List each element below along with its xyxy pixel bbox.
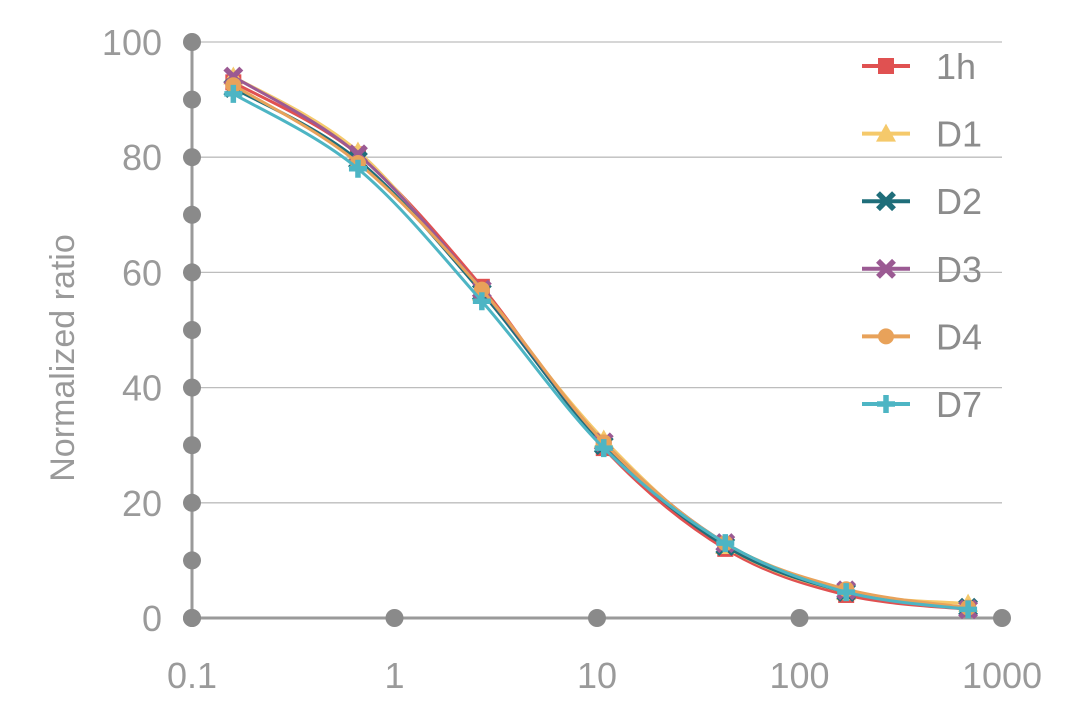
y-axis-title: Normalized ratio	[44, 234, 82, 482]
legend-marker	[876, 258, 896, 279]
data-point	[473, 281, 490, 298]
legend-marker	[878, 328, 894, 345]
x-tick-label: 100	[769, 655, 829, 696]
data-point	[472, 292, 491, 311]
legend-marker	[878, 58, 894, 74]
x-tick-label: 1000	[962, 655, 1042, 696]
y-tick-label: 100	[102, 22, 162, 63]
legend-entry: D2	[862, 181, 982, 222]
y-tick-mark	[183, 551, 201, 570]
series-d2	[223, 78, 979, 618]
y-tick-mark	[183, 33, 201, 51]
legend-label: D3	[936, 249, 982, 290]
series-d4	[225, 77, 977, 616]
y-tick-mark	[183, 263, 201, 282]
legend-label: D2	[936, 181, 982, 222]
y-tick-mark	[183, 436, 201, 455]
data-point	[959, 600, 978, 619]
legend-entry: D7	[862, 384, 982, 425]
legend-label: D1	[936, 114, 982, 155]
y-tick-mark	[183, 493, 201, 512]
data-point	[348, 159, 367, 178]
series-d7	[224, 84, 978, 619]
legend-entry: 1h	[862, 46, 976, 87]
y-tick-label: 0	[142, 598, 162, 639]
series-line	[232, 81, 969, 611]
x-tick-mark	[588, 609, 606, 627]
legend-label: D7	[936, 384, 982, 425]
x-tick-label: 0.1	[167, 655, 217, 696]
legend-entry: D4	[862, 316, 982, 357]
y-tick-mark	[183, 378, 201, 397]
data-point	[837, 583, 856, 602]
y-tick-label: 40	[122, 368, 162, 409]
x-tick-mark	[385, 609, 404, 627]
series-layer	[223, 66, 979, 620]
legend-label: D4	[936, 316, 982, 357]
x-tick-label: 10	[577, 655, 617, 696]
legend-entry: D1	[862, 114, 982, 155]
legend: 1h D1 D2 D3 D4 D7	[862, 46, 982, 425]
series-line	[232, 83, 969, 610]
legend-marker	[876, 123, 896, 142]
legend-marker	[876, 191, 896, 212]
series-line	[232, 86, 969, 610]
x-tick-mark	[183, 609, 201, 627]
y-tick-mark	[183, 205, 201, 224]
y-tick-mark	[183, 148, 201, 167]
legend-label: 1h	[936, 46, 976, 87]
series-d3	[223, 66, 979, 620]
data-point	[224, 84, 243, 103]
gridlines	[192, 41, 1002, 504]
x-tick-mark	[993, 609, 1011, 627]
series-1h	[225, 74, 977, 618]
series-line	[232, 92, 969, 611]
x-tick-mark	[790, 609, 809, 627]
y-tick-label: 80	[122, 137, 162, 178]
x-tick-label: 1	[384, 655, 404, 696]
y-tick-label: 60	[122, 252, 162, 293]
series-line	[232, 75, 969, 606]
axes: 0 20 40 60 80 100 0.1 1 10 100 1000	[102, 22, 1042, 696]
legend-entry: D3	[862, 249, 982, 290]
data-point	[594, 439, 613, 458]
y-tick-mark	[183, 90, 201, 109]
y-tick-label: 20	[122, 483, 162, 524]
data-point	[716, 534, 735, 553]
y-tick-mark	[183, 321, 201, 339]
legend-marker	[877, 395, 895, 413]
